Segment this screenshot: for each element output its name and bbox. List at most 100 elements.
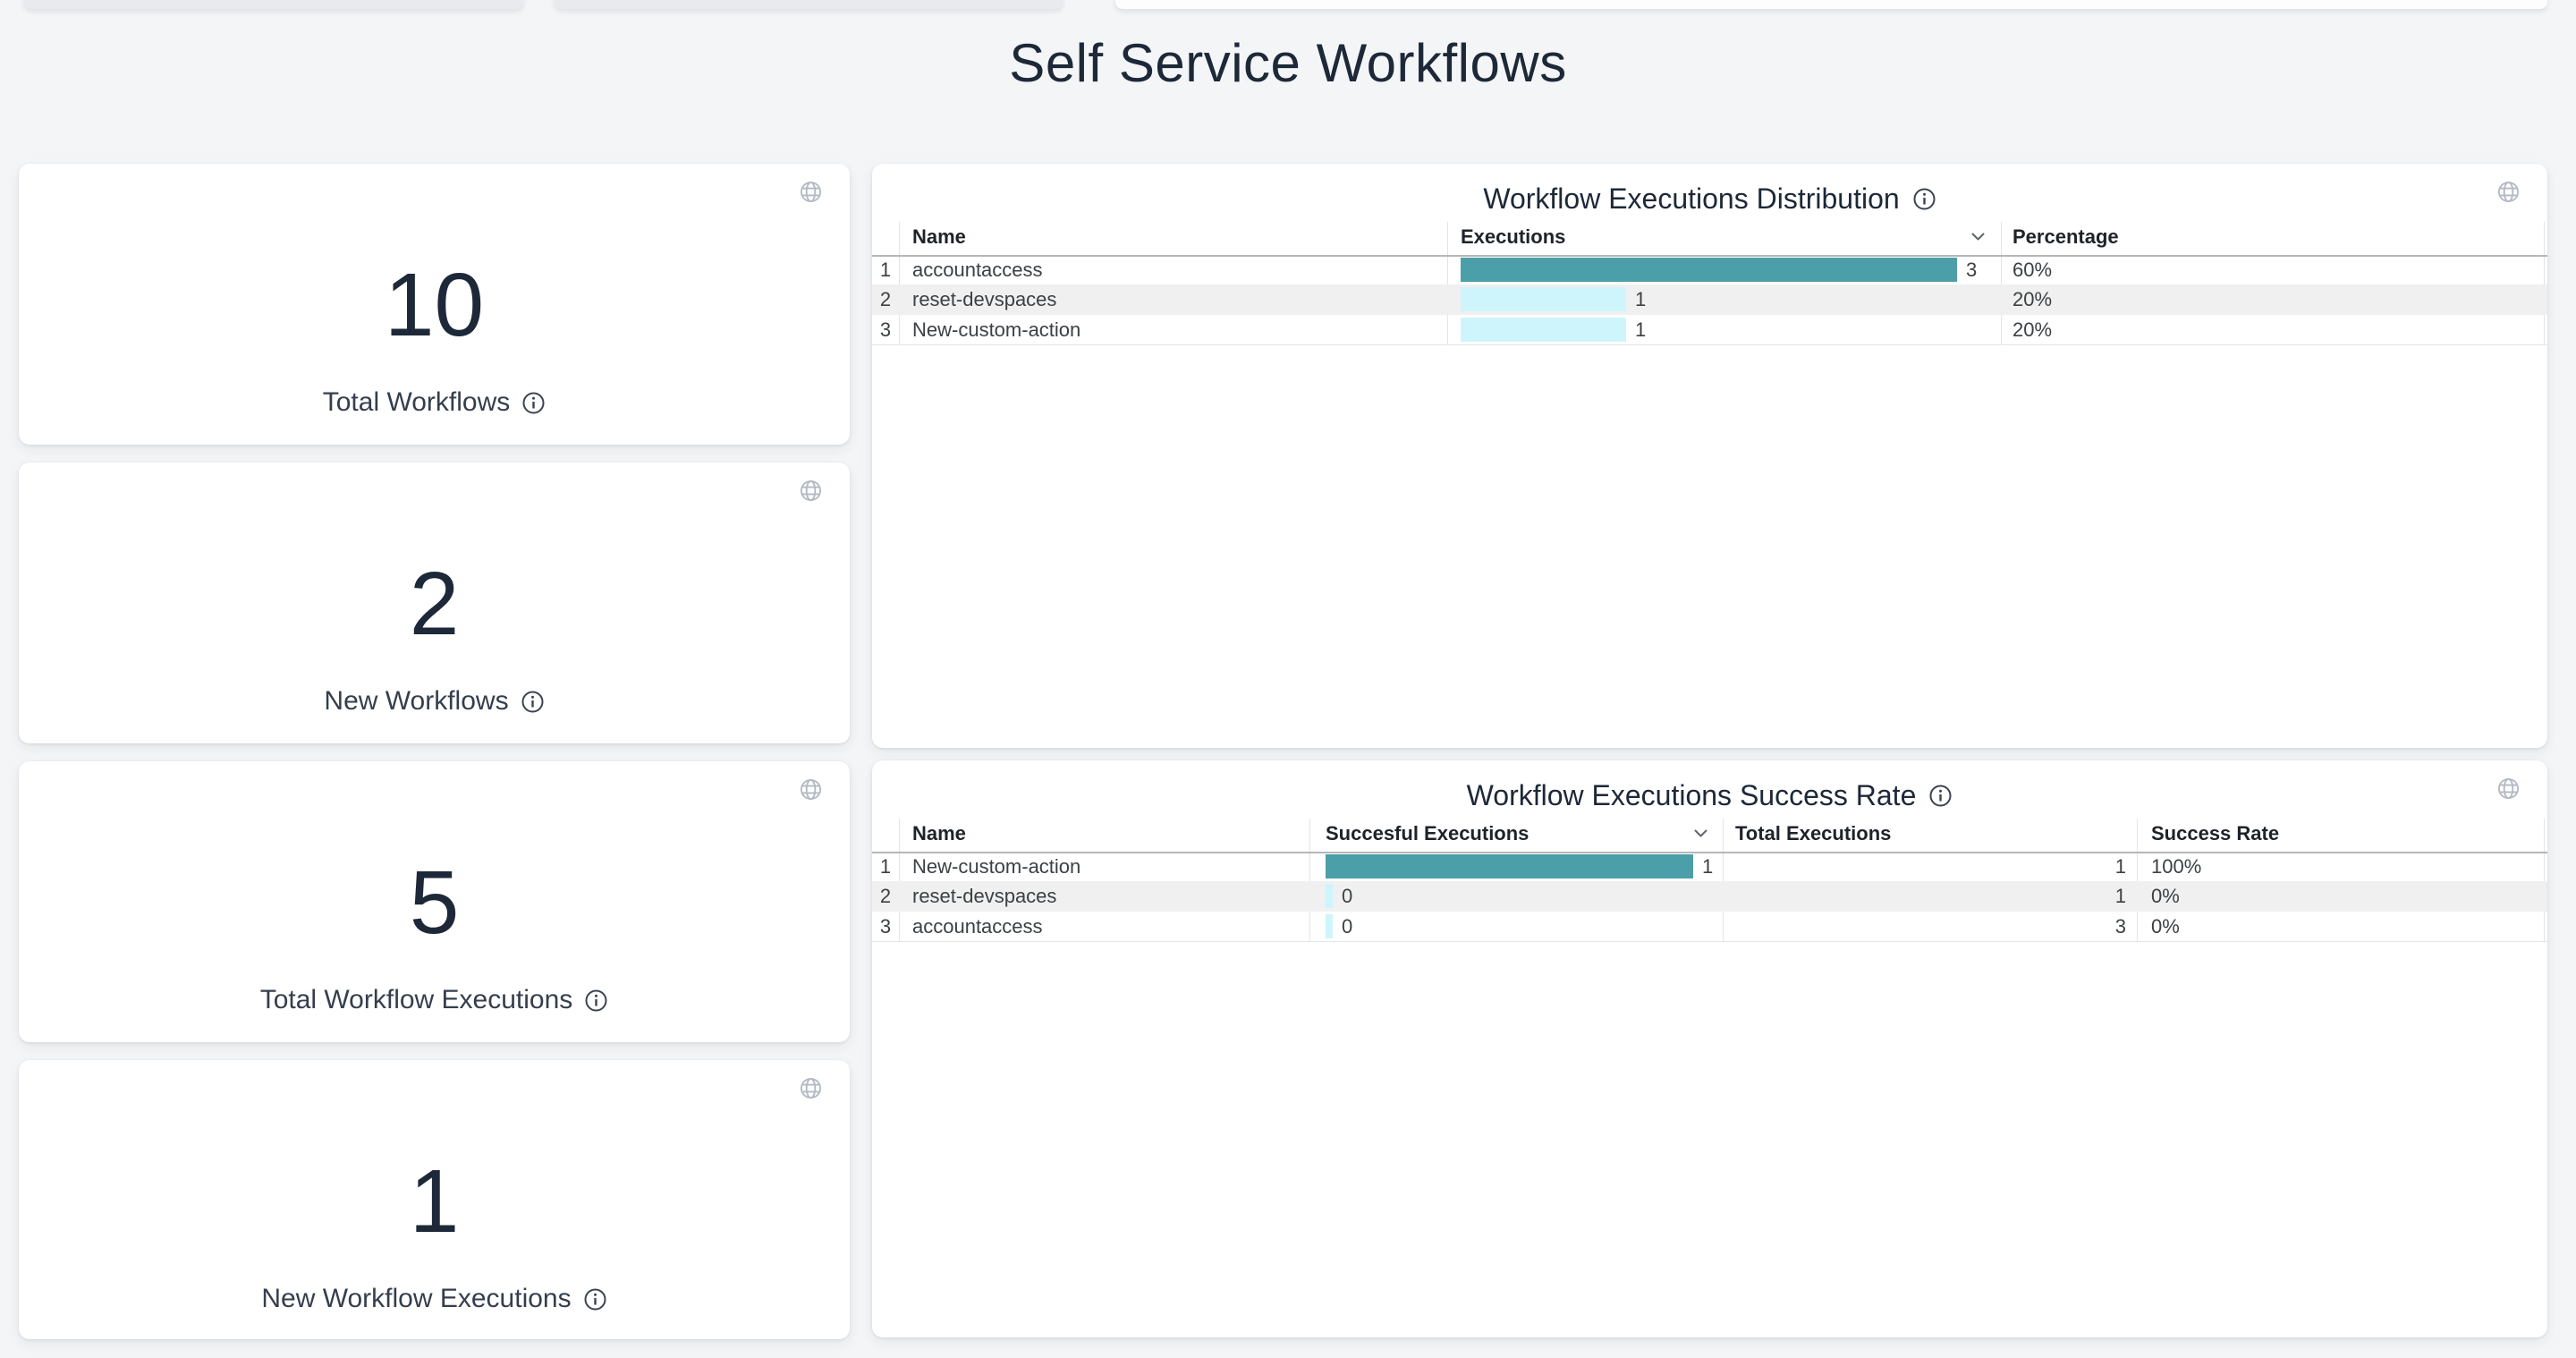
column-header-executions[interactable]: Executions xyxy=(1461,225,1566,248)
succesful-executions-bar xyxy=(1326,854,1693,879)
table-row: 1 accountaccess 3 60% xyxy=(872,255,2547,284)
column-header-success-rate[interactable]: Success Rate xyxy=(2151,822,2280,845)
info-icon[interactable] xyxy=(1928,784,1953,808)
executions-value: 1 xyxy=(1635,318,1647,341)
column-header-total-executions[interactable]: Total Executions xyxy=(1735,822,1892,845)
chevron-down-icon[interactable] xyxy=(1693,828,1708,838)
stat-card-total-workflows: 10 Total Workflows xyxy=(19,164,850,445)
row-name: accountaccess xyxy=(912,259,1043,281)
percentage-value: 20% xyxy=(2012,318,2053,341)
stat-label-text: New Workflow Executions xyxy=(261,1284,572,1313)
stat-label: New Workflows xyxy=(324,686,544,717)
table-bottom-border xyxy=(872,344,2547,345)
scrolled-card-edge xyxy=(555,0,1063,9)
stat-card-new-workflow-executions: 1 New Workflow Executions xyxy=(19,1060,850,1339)
succesful-executions-bar-cell: 0 xyxy=(1326,912,1352,941)
executions-distribution-grid: Name Executions Percentage 1 accountacce… xyxy=(872,222,2547,346)
table-row: 2 reset-devspaces 1 20% xyxy=(872,284,2547,315)
table-row: 1 New-custom-action 1 1 100% xyxy=(872,852,2547,881)
row-index: 3 xyxy=(879,318,892,341)
column-divider xyxy=(1447,222,1448,344)
row-name: New-custom-action xyxy=(912,855,1081,878)
executions-bar xyxy=(1461,287,1626,312)
succesful-executions-bar-cell: 1 xyxy=(1326,852,1713,881)
column-divider xyxy=(2544,222,2545,344)
succesful-executions-bar-cell: 0 xyxy=(1326,881,1352,911)
table-bottom-border xyxy=(872,941,2547,942)
row-index: 3 xyxy=(879,914,892,938)
executions-bar xyxy=(1461,317,1626,342)
percentage-value: 60% xyxy=(2012,259,2053,281)
stat-label: New Workflow Executions xyxy=(261,1284,606,1314)
executions-bar-cell: 3 xyxy=(1461,255,1977,284)
stat-value: 1 xyxy=(409,1151,460,1252)
chevron-down-icon[interactable] xyxy=(1970,232,1986,242)
row-index: 1 xyxy=(879,855,892,878)
column-divider xyxy=(2137,819,2138,941)
info-icon[interactable] xyxy=(584,989,608,1013)
card-workflow-executions-distribution: Workflow Executions Distribution Name Ex… xyxy=(872,164,2547,748)
column-header-name[interactable]: Name xyxy=(912,822,966,845)
stat-label-text: Total Workflows xyxy=(322,387,511,417)
executions-bar-cell: 1 xyxy=(1461,315,1646,344)
column-header-succesful-executions[interactable]: Succesful Executions xyxy=(1326,822,1530,845)
stat-value: 5 xyxy=(409,853,460,953)
info-icon[interactable] xyxy=(583,1287,607,1311)
row-index: 1 xyxy=(879,259,892,281)
stat-value: 10 xyxy=(384,255,485,355)
succesful-executions-bar xyxy=(1326,884,1333,909)
total-executions-value: 1 xyxy=(2114,885,2126,908)
succesful-executions-value: 0 xyxy=(1342,914,1353,938)
total-executions-value: 1 xyxy=(2114,855,2126,878)
table-row: 2 reset-devspaces 0 1 0% xyxy=(872,881,2547,912)
row-name: accountaccess xyxy=(912,914,1043,938)
succesful-executions-value: 0 xyxy=(1342,885,1353,908)
success-rate-value: 100% xyxy=(2151,855,2202,878)
stat-label-text: Total Workflow Executions xyxy=(259,985,573,1014)
column-divider xyxy=(2544,819,2545,941)
scrolled-card-edge xyxy=(24,0,523,9)
column-header-name[interactable]: Name xyxy=(912,225,966,248)
row-name: reset-devspaces xyxy=(912,885,1057,908)
success-rate-value: 0% xyxy=(2151,914,2180,938)
table-title: Workflow Executions Distribution xyxy=(872,182,2547,216)
succesful-executions-bar xyxy=(1326,913,1333,938)
header-divider xyxy=(872,852,2547,853)
column-divider xyxy=(899,819,900,941)
column-divider xyxy=(1723,819,1724,941)
row-index: 2 xyxy=(879,288,892,311)
stat-value: 2 xyxy=(409,554,460,654)
column-header-percentage[interactable]: Percentage xyxy=(2012,225,2119,248)
info-icon[interactable] xyxy=(521,690,545,714)
table-row: 3 New-custom-action 1 20% xyxy=(872,315,2547,344)
row-name: reset-devspaces xyxy=(912,288,1057,311)
table-row: 3 accountaccess 0 3 0% xyxy=(872,912,2547,941)
total-executions-value: 3 xyxy=(2114,914,2126,938)
executions-bar xyxy=(1461,258,1957,283)
stat-label-text: New Workflows xyxy=(324,686,509,716)
column-divider xyxy=(2001,222,2002,344)
column-divider xyxy=(1309,819,1310,941)
table-title-text: Workflow Executions Success Rate xyxy=(1466,778,1917,811)
stat-label: Total Workflows xyxy=(323,387,547,418)
card-workflow-executions-success-rate: Workflow Executions Success Rate Name Su… xyxy=(872,760,2547,1337)
stat-label: Total Workflow Executions xyxy=(260,985,609,1015)
table-title-text: Workflow Executions Distribution xyxy=(1483,182,1900,215)
executions-value: 3 xyxy=(1966,259,1978,281)
success-rate-grid: Name Succesful Executions Total Executio… xyxy=(872,819,2547,943)
stat-card-new-workflows: 2 New Workflows xyxy=(19,463,850,743)
row-name: New-custom-action xyxy=(912,318,1081,341)
info-icon[interactable] xyxy=(521,391,546,415)
header-divider xyxy=(872,255,2547,257)
scrolled-card-edge xyxy=(1115,0,2547,9)
succesful-executions-value: 1 xyxy=(1702,855,1714,878)
row-index: 2 xyxy=(879,885,892,908)
executions-bar-cell: 1 xyxy=(1461,284,1646,314)
executions-value: 1 xyxy=(1635,288,1647,311)
page-title: Self Service Workflows xyxy=(1009,33,1567,93)
column-divider xyxy=(899,222,900,344)
success-rate-value: 0% xyxy=(2151,885,2180,908)
percentage-value: 20% xyxy=(2012,288,2053,311)
info-icon[interactable] xyxy=(1912,187,1936,211)
table-title: Workflow Executions Success Rate xyxy=(872,778,2547,812)
